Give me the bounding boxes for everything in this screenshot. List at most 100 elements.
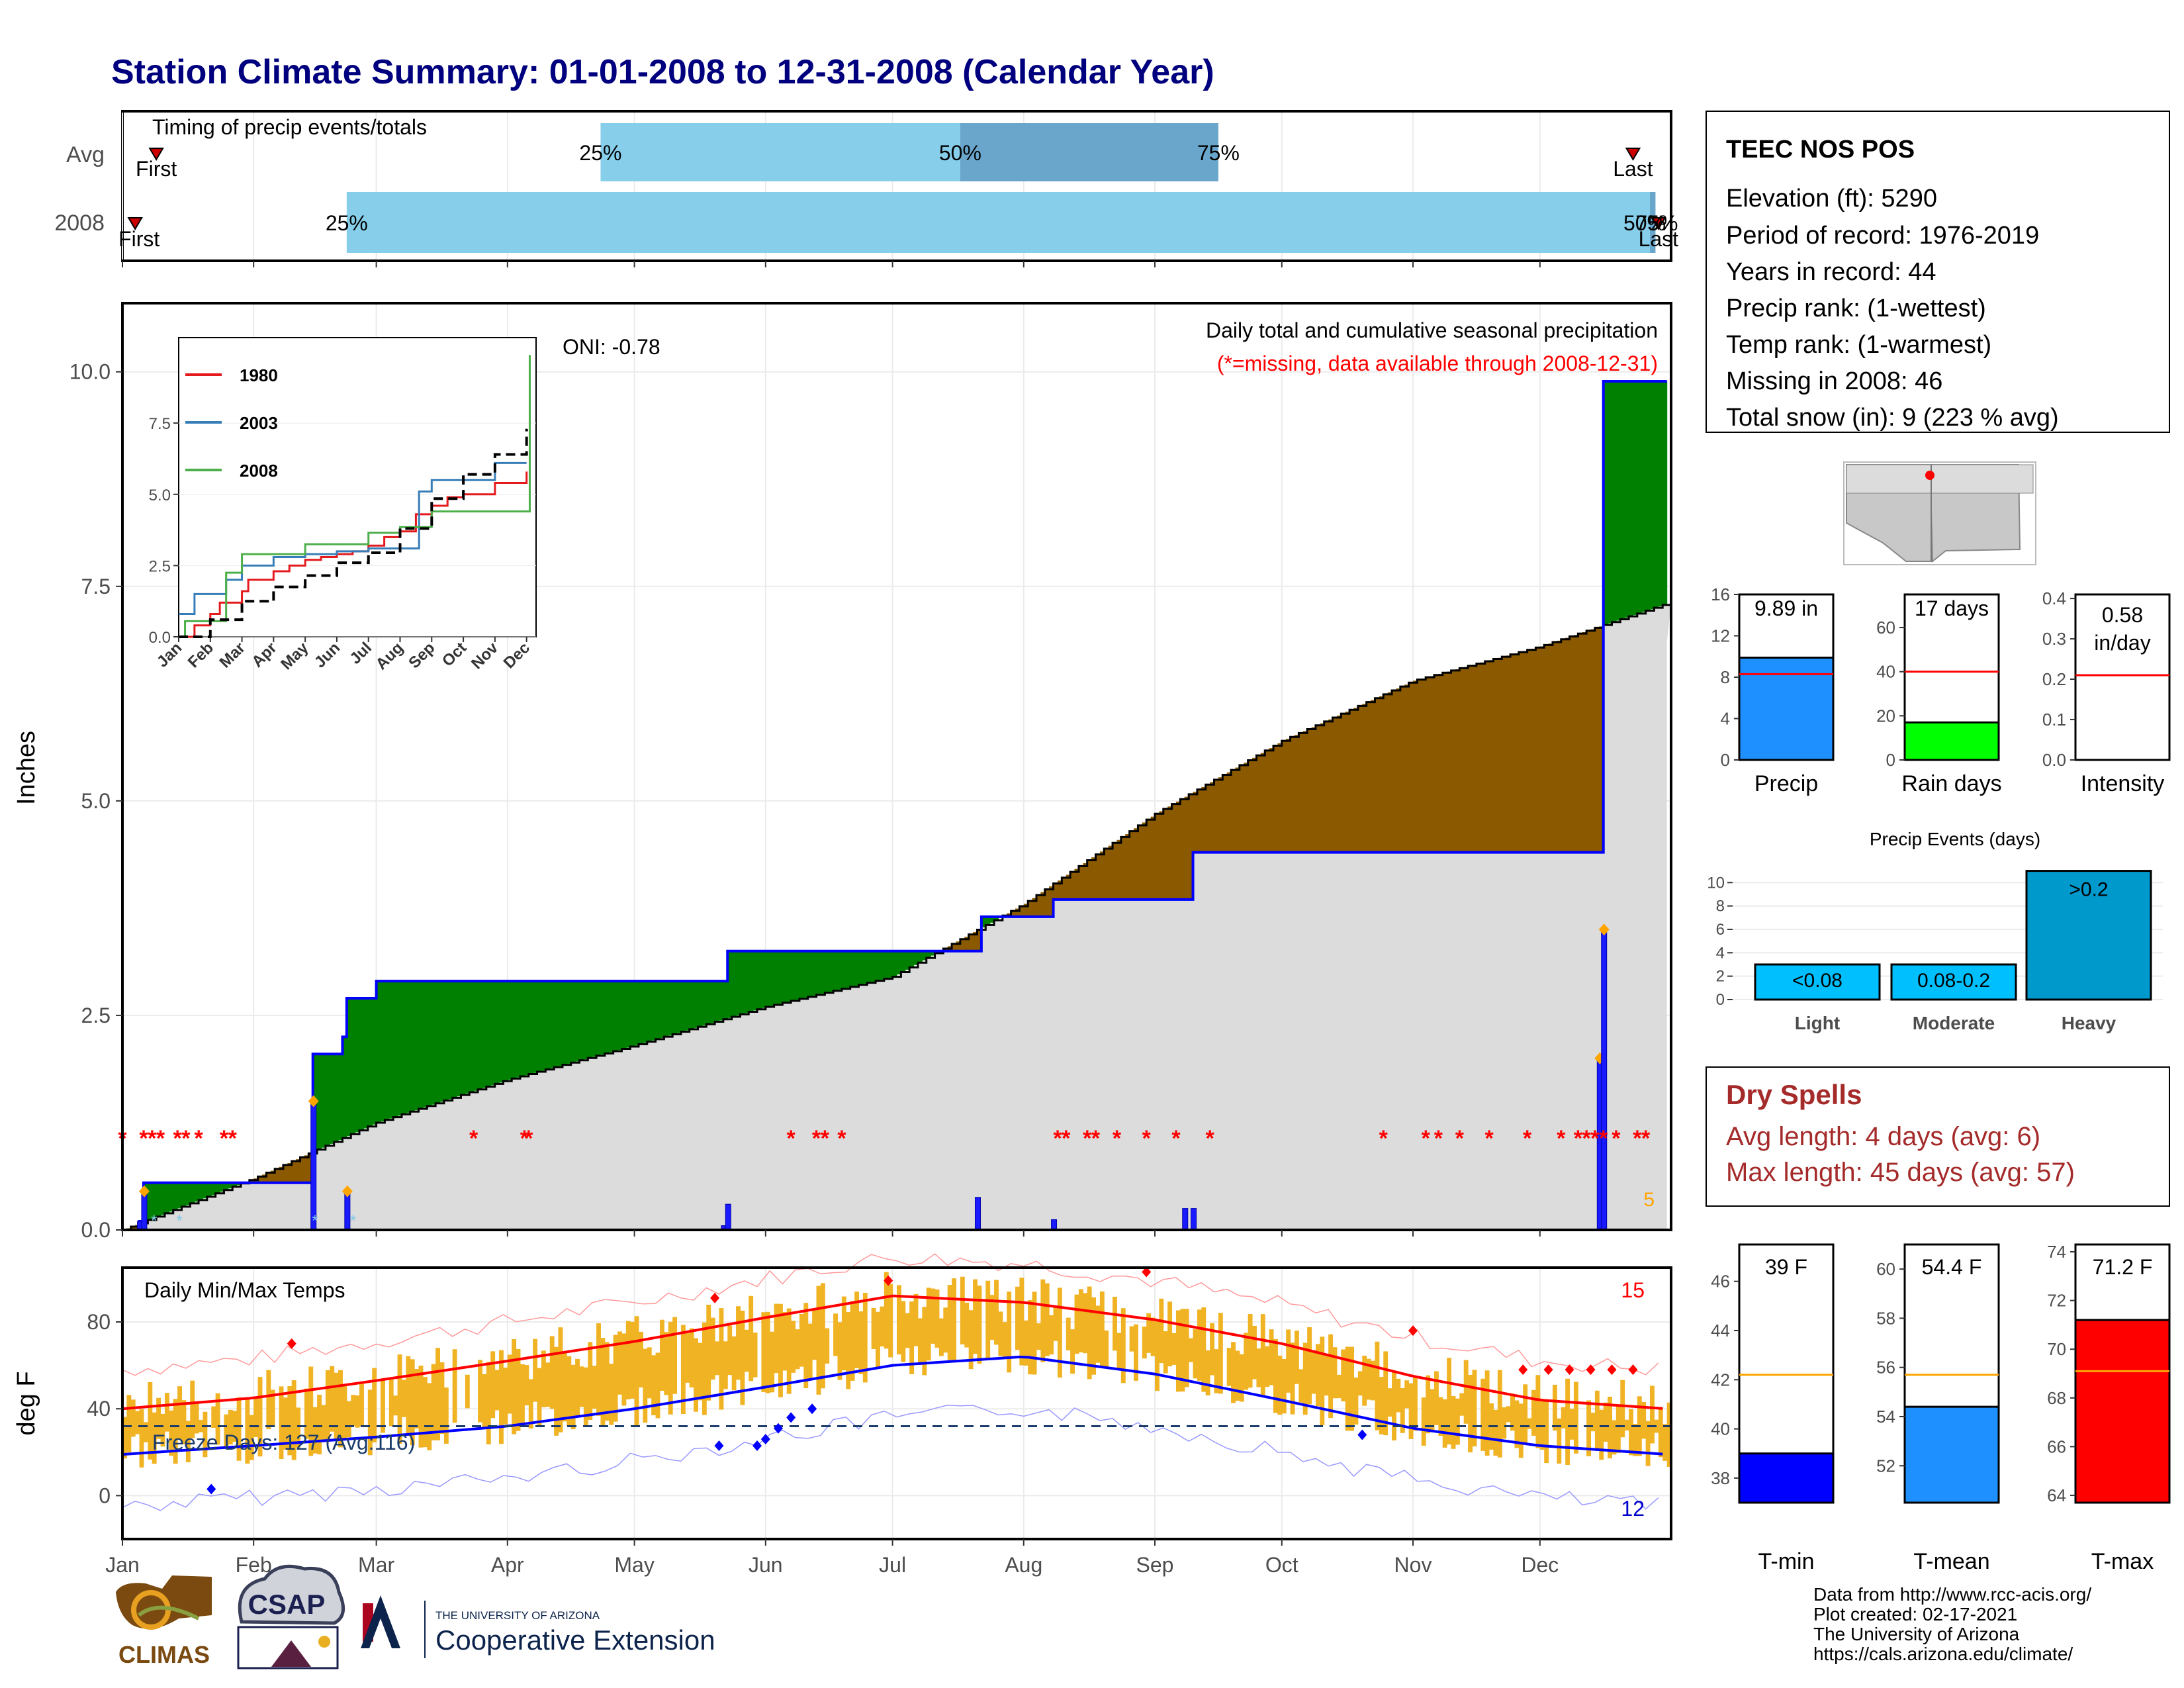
temp-summary-tick-label: 58 [1876,1308,1895,1328]
wetter-fill [401,981,406,1115]
drier-fill [1011,911,1016,917]
daily-precip-bar [1191,1208,1197,1231]
daily-temp-bar [1294,1331,1299,1384]
missing-day-marker: * [1053,1126,1062,1151]
timing-bars [127,123,1666,253]
drier-fill [1573,635,1578,853]
temp-summary-tick-label: 40 [1711,1419,1730,1439]
daily-temp-bar [617,1331,622,1395]
drier-fill [1523,651,1528,853]
month-tick-label: Aug [1005,1553,1042,1577]
wetter-fill [376,981,381,1123]
daily-temp-bar [909,1301,915,1374]
daily-temp-bar [1371,1360,1375,1401]
daily-temp-bar [1134,1324,1138,1381]
temp-y-tick-label: 0 [99,1483,111,1507]
daily-temp-bar [1239,1354,1244,1402]
daily-temp-bar [1535,1375,1541,1448]
timing-label: Timing of precip events/totals [152,115,427,139]
timing-avg-25-label: 25% [579,141,621,165]
missing-day-marker: * [1083,1126,1092,1151]
record-high-marker [1607,1364,1617,1376]
daily-temp-bar [888,1284,893,1358]
daily-temp-bar [639,1331,643,1388]
wetter-fill [363,998,369,1129]
daily-temp-bar [968,1310,974,1370]
daily-temp-bar [1442,1399,1447,1448]
missing-day-marker: * [1379,1126,1388,1151]
drier-fill [1036,895,1041,917]
temp-summary-tick-label: 64 [2047,1485,2066,1505]
daily-temp-bar [296,1407,301,1448]
drier-fill [1565,637,1570,853]
daily-temp-bar [706,1305,711,1401]
daily-temp-bar [554,1346,559,1436]
daily-temp-bar [1599,1409,1604,1460]
daily-temp-bar [1396,1378,1401,1413]
station-frame [1706,111,2170,433]
summary-tick-label: 8 [1721,667,1730,687]
daily-temp-bar [1552,1384,1557,1431]
daily-temp-bar [1421,1397,1426,1446]
drier-fill [1226,772,1232,853]
daily-temp-bar [427,1383,432,1450]
daily-temp-bar [1320,1336,1325,1426]
precip-panel: * * * * * * * * * * * * * * ** * * * * * * * * * * * * * * * * * * * * * * *… [13,302,1672,1242]
daily-temp-bar [203,1411,208,1458]
precip-y-axis-label: Inches [13,731,40,805]
daily-temp-bar [1273,1338,1278,1413]
wetter-fill [185,1182,191,1205]
page-title: Station Climate Summary: 01-01-2008 to 1… [111,53,1214,91]
daily-temp-bar [1315,1344,1320,1407]
daily-temp-bar [549,1336,555,1409]
events-category-label: Heavy [2062,1013,2116,1033]
wetter-fill [989,916,995,923]
wetter-fill [774,951,779,1005]
daily-temp-bar [1650,1385,1655,1444]
events-tick-label: 6 [1716,921,1725,939]
drier-fill [1201,786,1206,853]
daily-temp-bar [190,1380,195,1438]
precip-y-ticks: 0.0 2.5 5.0 7.5 10.0 [69,360,122,1242]
daily-temp-bar [199,1419,203,1432]
drier-fill [1070,872,1075,900]
drier-fill [1426,677,1431,853]
temp-y-axis-label: deg F [13,1371,40,1435]
timing-panel: Timing of precip events/totals Avg 2008 … [54,110,1678,262]
daily-temp-bar [1413,1377,1418,1431]
drier-fill [1248,760,1253,853]
missing-day-marker: * [148,1126,157,1151]
events-category-label: Moderate [1913,1013,1995,1033]
daily-temp-bar [152,1412,157,1464]
inset-y-tick-label: 7.5 [149,415,171,433]
daily-temp-bar [122,1417,127,1459]
wetter-fill [643,981,648,1043]
wetter-fill [486,981,491,1087]
wetter-fill [528,981,533,1074]
missing-day-marker: * [1484,1126,1494,1151]
wetter-fill [825,951,830,993]
daily-temp-bar [130,1399,136,1437]
wetter-fill [545,981,551,1070]
drier-fill [1302,731,1308,853]
daily-temp-bar [922,1307,927,1376]
daily-temp-bar [765,1311,770,1393]
drier-fill [1586,630,1592,853]
wetter-fill [715,981,720,1022]
drier-fill [1320,723,1325,853]
events-bar [1890,963,2017,1001]
daily-temp-bar [989,1295,995,1340]
drier-fill [1353,708,1359,853]
precip-summary-title: Precip [1754,771,1818,796]
daily-temp-bar [388,1380,394,1427]
drier-fill [1341,714,1346,853]
wetter-fill [604,981,610,1054]
station-precip-rank: Precip rank: (1-wettest) [1726,295,1986,322]
wetter-fill [876,951,881,981]
daily-precip-bar [1051,1219,1058,1231]
wetter-fill [355,998,360,1133]
map-station-dot [1925,471,1934,480]
daily-temp-bar [372,1368,377,1442]
daily-temp-bar [723,1341,728,1389]
